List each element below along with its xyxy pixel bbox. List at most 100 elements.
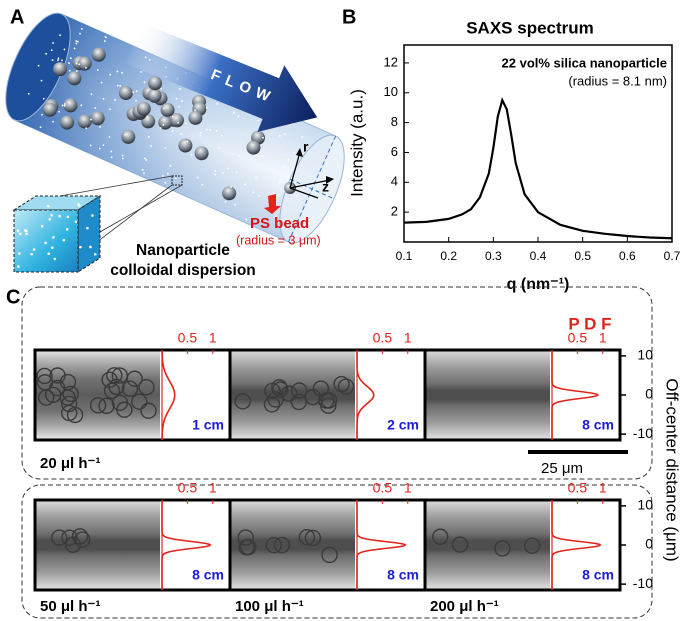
nanoparticle <box>190 153 193 156</box>
nanoparticle <box>90 118 92 121</box>
nanoparticle <box>30 252 33 256</box>
nanoparticle <box>51 246 54 249</box>
bead <box>62 385 79 403</box>
group-box <box>21 484 653 619</box>
nanoparticle <box>80 104 83 107</box>
nanoparticle <box>255 176 257 179</box>
nanoparticle <box>86 226 89 230</box>
x-tick-label: 0.7 <box>664 249 681 263</box>
nanoparticle <box>75 40 78 43</box>
bead <box>106 367 123 384</box>
nanoparticle <box>283 220 286 223</box>
nanoparticle <box>196 176 199 179</box>
nanoparticle <box>109 73 112 76</box>
bead <box>59 373 77 391</box>
bead <box>432 528 449 545</box>
nanoparticle <box>98 147 101 150</box>
nanoparticle <box>230 186 232 188</box>
axis-label: r <box>303 139 309 155</box>
nanoparticle <box>79 32 81 35</box>
pdf-tick-label: 0.5 <box>178 480 198 496</box>
y-tick-label: 12 <box>384 54 398 69</box>
nanoparticle <box>40 224 44 228</box>
bead <box>111 367 128 384</box>
nanoparticle <box>75 70 78 72</box>
annotation: (radius = 8.1 nm) <box>568 73 667 88</box>
pdf-tick-label: 0.5 <box>373 330 393 346</box>
nanoparticle <box>135 99 137 102</box>
flow-rate: 20 μl h⁻¹ <box>40 455 100 472</box>
dispersion-label: Nanoparticle <box>136 242 230 259</box>
spectrum-line <box>403 97 673 240</box>
nanoparticle <box>181 100 183 102</box>
nanoparticle <box>146 116 149 118</box>
nanoparticle <box>132 91 134 94</box>
nanoparticle <box>227 167 230 170</box>
y-tick-label: 4 <box>391 174 398 189</box>
nanoparticle <box>24 229 27 232</box>
nanoparticle <box>163 107 165 110</box>
bead <box>121 380 139 397</box>
nanoparticle <box>58 110 61 113</box>
nanoparticle <box>164 181 167 184</box>
nanoparticle <box>44 241 47 245</box>
bead <box>304 529 322 547</box>
y-tick-label: 10 <box>384 84 398 99</box>
pdf-panel <box>550 350 620 440</box>
x-tick-label: 0.1 <box>396 249 413 263</box>
nanoparticle <box>42 97 45 100</box>
pdf-tick-label: 0.5 <box>373 480 393 496</box>
nanoparticle <box>237 115 240 118</box>
nanoparticle <box>45 52 48 55</box>
chart-title: SAXS spectrum <box>466 18 594 37</box>
y-axis-label: Off-center distance (μm) <box>663 378 682 561</box>
x-tick-label: 0.5 <box>574 249 591 263</box>
particle <box>121 129 136 144</box>
nanoparticle <box>61 59 63 62</box>
bead <box>103 382 121 400</box>
distance-label: 2 cm <box>387 417 419 433</box>
x-tick-label: 0.4 <box>530 249 547 263</box>
nanoparticle <box>63 48 66 51</box>
panel-label: A <box>10 6 24 28</box>
nanoparticle <box>69 57 72 60</box>
nanoparticle <box>61 104 64 107</box>
distance-label: 8 cm <box>387 567 419 583</box>
pdf-tick-label: 1 <box>599 480 607 496</box>
nanoparticle <box>41 113 43 116</box>
pdf-tick-label: 1 <box>599 330 607 346</box>
dispersion-label: colloidal dispersion <box>110 262 256 279</box>
nanoparticle <box>85 127 88 130</box>
nanoparticle <box>260 155 263 157</box>
nanoparticle <box>78 63 81 66</box>
bead <box>138 378 155 396</box>
pdf-panel <box>160 500 230 590</box>
nanoparticle <box>214 170 217 172</box>
nanoparticle <box>108 108 111 111</box>
pdf-curve <box>161 349 176 441</box>
nanoparticle <box>40 79 43 82</box>
nanoparticle <box>27 92 30 95</box>
nanoparticle <box>73 47 76 50</box>
bead <box>271 379 288 396</box>
pdf-curve <box>161 500 212 590</box>
bead <box>50 529 68 546</box>
flow-rate: 200 μl h⁻¹ <box>430 598 499 615</box>
nanoparticle <box>99 125 102 128</box>
nanoparticle <box>102 144 105 147</box>
nanoparticle <box>234 203 237 206</box>
particle <box>118 85 133 100</box>
nanoparticle <box>62 238 66 242</box>
bead <box>451 536 469 553</box>
nanoparticle <box>224 200 227 203</box>
particle <box>178 138 193 153</box>
nanoparticle <box>258 194 261 197</box>
nanoparticle <box>159 127 162 129</box>
scale-bar-label: 25 μm <box>541 460 583 477</box>
nanoparticle <box>58 214 61 218</box>
pdf-tick-label: 0.5 <box>178 330 198 346</box>
nanoparticle <box>283 165 286 168</box>
nanoparticle <box>166 172 169 175</box>
pdf-panel <box>355 350 425 440</box>
